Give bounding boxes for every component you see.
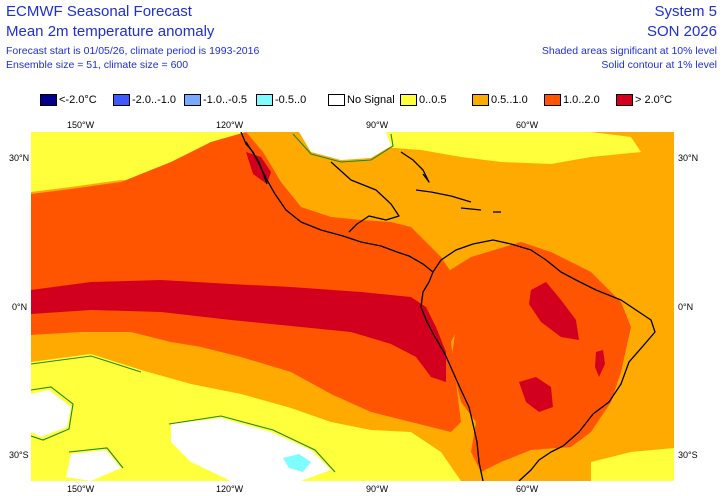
axis-bottom-150w: 150°W xyxy=(67,484,95,494)
axis-right-30n: 30°N xyxy=(678,153,699,163)
legend-swatch xyxy=(328,94,345,106)
legend-item-minus05-0: -0.5..0 xyxy=(256,93,306,107)
anomaly-zone-warm-land xyxy=(431,242,631,472)
anomaly-zone-warm-ocean xyxy=(31,132,471,432)
coastline-south-america xyxy=(432,239,656,481)
chart-subtitle: Mean 2m temperature anomaly xyxy=(6,23,215,40)
system-label: System 5 xyxy=(654,3,717,20)
coastline-west-south-america xyxy=(420,271,484,481)
axis-top-90w: 90°W xyxy=(366,120,389,130)
legend-item-gt-2: > 2.0°C xyxy=(616,93,672,107)
coastline-baja xyxy=(245,141,268,185)
axis-top-150w: 150°W xyxy=(67,120,95,130)
legend-item-no-signal: No Signal xyxy=(328,93,395,107)
axis-bottom-60w: 60°W xyxy=(516,484,539,494)
anomaly-zone-cyan xyxy=(283,454,311,472)
significance-contours xyxy=(31,133,394,473)
legend-label: 0..0.5 xyxy=(419,94,447,106)
legend-swatch xyxy=(616,94,633,106)
legend-item-0-05: 0..0.5 xyxy=(400,93,447,107)
legend-label: -2.0..-1.0 xyxy=(132,94,177,106)
legend-label: -0.5..0 xyxy=(275,94,307,106)
coastlines xyxy=(240,132,656,481)
legend-label: > 2.0°C xyxy=(635,94,673,106)
legend-item-05-1: 0.5..1.0 xyxy=(472,93,528,107)
anomaly-zone-yellow-south-east xyxy=(591,448,674,481)
axis-bottom-120w: 120°W xyxy=(216,484,244,494)
contour-note: Solid contour at 1% level xyxy=(601,59,717,71)
significance-contour xyxy=(68,447,124,469)
coastline-gulf xyxy=(330,161,400,233)
legend-item-lt-minus2: <-2.0°C xyxy=(40,93,97,107)
legend-label: 0.5..1.0 xyxy=(491,94,528,106)
legend-item-1-2: 1.0..2.0 xyxy=(544,93,600,107)
legend-swatch xyxy=(472,94,489,106)
axis-left-30s: 30°S xyxy=(9,450,29,460)
legend-label: 1.0..2.0 xyxy=(563,94,600,106)
anomaly-zone-no-signal-2 xyxy=(31,390,71,437)
legend-swatch xyxy=(113,94,130,106)
significance-note: Shaded areas significant at 10% level xyxy=(541,45,717,57)
anomaly-zone-no-signal-4 xyxy=(66,450,121,481)
anomaly-zone-hot-brazil-east xyxy=(595,350,605,377)
legend-item-minus2-minus1: -2.0..-1.0 xyxy=(113,93,176,107)
legend-swatch xyxy=(400,94,417,106)
anomaly-zone-no-signal-1 xyxy=(299,132,391,160)
legend-label: -1.0..-0.5 xyxy=(203,94,248,106)
legend-swatch xyxy=(40,94,57,106)
season-label: SON 2026 xyxy=(646,23,717,40)
axis-top-120w: 120°W xyxy=(216,120,244,130)
legend-swatch xyxy=(544,94,561,106)
legend-label: No Signal xyxy=(347,94,395,106)
anomaly-zone-hot-brazil-south xyxy=(519,377,553,412)
coastline-cuba xyxy=(415,189,472,203)
anomaly-zone-yellow-south xyxy=(31,354,461,481)
significance-contour xyxy=(31,355,142,373)
legend-swatch xyxy=(256,94,273,106)
anomaly-zone-yellow-north-east xyxy=(331,132,641,164)
legend-label: <-2.0°C xyxy=(59,94,97,106)
axis-left-30n: 30°N xyxy=(9,153,30,163)
axis-bottom-90w: 90°W xyxy=(366,484,389,494)
legend-swatch xyxy=(184,94,201,106)
significance-contour xyxy=(31,386,74,441)
legend-item-minus1-minus05: -1.0..-0.5 xyxy=(184,93,247,107)
axis-right-0n: 0°N xyxy=(678,302,694,312)
coastline-hispaniola xyxy=(460,207,482,211)
anomaly-zone-hot-brazil-north xyxy=(529,282,579,340)
significance-contour xyxy=(168,415,336,473)
ensemble-info: Ensemble size = 51, climate size = 600 xyxy=(6,59,189,71)
axis-right-30s: 30°S xyxy=(678,450,698,460)
anomaly-zone-hot-equatorial xyxy=(31,280,446,382)
significance-contour xyxy=(292,133,394,163)
chart-title: ECMWF Seasonal Forecast xyxy=(6,3,192,20)
axis-top-60w: 60°W xyxy=(516,120,539,130)
anomaly-map xyxy=(31,132,674,481)
axis-left-0n: 0°N xyxy=(12,302,28,312)
coastline-florida xyxy=(400,151,430,183)
forecast-info: Forecast start is 01/05/26, climate peri… xyxy=(6,45,260,57)
